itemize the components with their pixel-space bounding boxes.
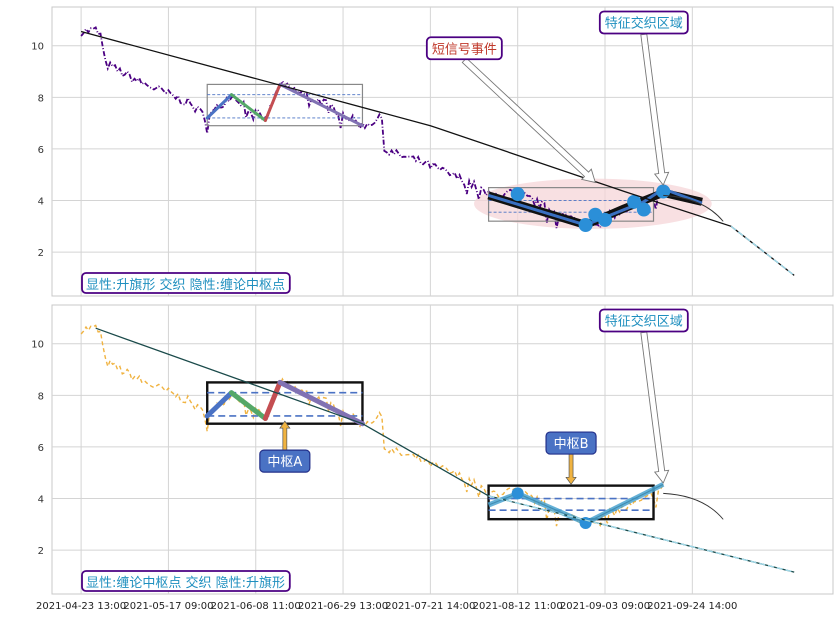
pivot-dot <box>656 184 671 199</box>
annotation-text: 特征交织区域 <box>605 15 683 31</box>
highlight-ellipse <box>474 178 712 229</box>
zone-label-text: 中枢B <box>554 437 589 452</box>
y-tick-label: 4 <box>38 197 44 208</box>
projection-curve <box>663 194 724 222</box>
plot-frame <box>51 304 834 595</box>
zone-label-arrow <box>279 420 291 451</box>
pivot-dot <box>598 212 613 227</box>
y-tick-label: 2 <box>38 248 44 259</box>
zigzag-a-segment <box>263 82 282 122</box>
pivot-dot <box>579 517 592 530</box>
pattern-label-box <box>81 570 291 592</box>
zone-a-box <box>206 83 364 127</box>
zigzag-b-blue <box>488 187 703 227</box>
x-tick-label: 2021-09-24 14:00 <box>647 601 737 612</box>
x-tick-label: 2021-09-03 09:00 <box>560 601 650 612</box>
pivot-dot <box>578 218 593 233</box>
y-tick-label: 6 <box>38 443 44 454</box>
y-tick-label: 4 <box>38 495 44 506</box>
x-tick-label: 2021-06-29 13:00 <box>298 601 388 612</box>
y-tick-label: 10 <box>31 340 44 351</box>
pattern-label-box <box>81 272 291 294</box>
pivot-dot <box>627 194 642 209</box>
annotation-box <box>425 36 503 61</box>
y-tick-label: 2 <box>38 546 44 557</box>
zigzag-a-segment <box>277 379 365 427</box>
annotation-box <box>598 308 689 333</box>
zone-label-text: 中枢A <box>267 455 302 470</box>
annotation-arrow <box>461 57 596 184</box>
annotation-text: 短信号事件 <box>432 42 497 57</box>
projection-curve <box>663 492 724 520</box>
zone-label-arrow <box>565 453 577 485</box>
trend-line <box>80 30 795 276</box>
annotation-text: 特征交织区域 <box>605 313 683 329</box>
pivot-dot <box>510 187 525 202</box>
zigzag-a-segment <box>205 93 233 120</box>
pivot-dot <box>511 487 524 500</box>
y-tick-label: 8 <box>38 93 44 104</box>
price-line <box>80 26 664 230</box>
pattern-label: 显性:升旗形 交织 隐性:缠论中枢点 <box>86 277 285 293</box>
projection-line <box>488 495 795 573</box>
projection-line <box>730 225 795 276</box>
x-tick-label: 2021-07-21 14:00 <box>385 601 475 612</box>
zone-label-box <box>259 449 311 473</box>
annotation-arrow <box>640 331 670 484</box>
zigzag-a-segment <box>204 390 234 419</box>
y-tick-label: 6 <box>38 145 44 156</box>
x-tick-label: 2021-06-08 11:00 <box>211 601 301 612</box>
zigzag-a-segment <box>229 390 268 421</box>
annotation-box <box>598 10 689 35</box>
y-tick-label: 8 <box>38 391 44 402</box>
zone-label-box <box>545 431 597 455</box>
x-tick-label: 2021-05-17 09:00 <box>123 601 213 612</box>
zigzag-a-segment <box>230 93 267 122</box>
pattern-label: 显性:缠论中枢点 交织 隐性:升旗形 <box>86 575 285 591</box>
zigzag-a-segment <box>262 379 283 421</box>
annotation-arrow <box>640 33 670 186</box>
x-tick-label: 2021-04-23 13:00 <box>36 601 126 612</box>
x-tick-label: 2021-08-12 11:00 <box>473 601 563 612</box>
y-tick-label: 10 <box>31 42 44 53</box>
zigzag-a-segment <box>278 82 364 128</box>
pivot-dot <box>636 202 651 217</box>
